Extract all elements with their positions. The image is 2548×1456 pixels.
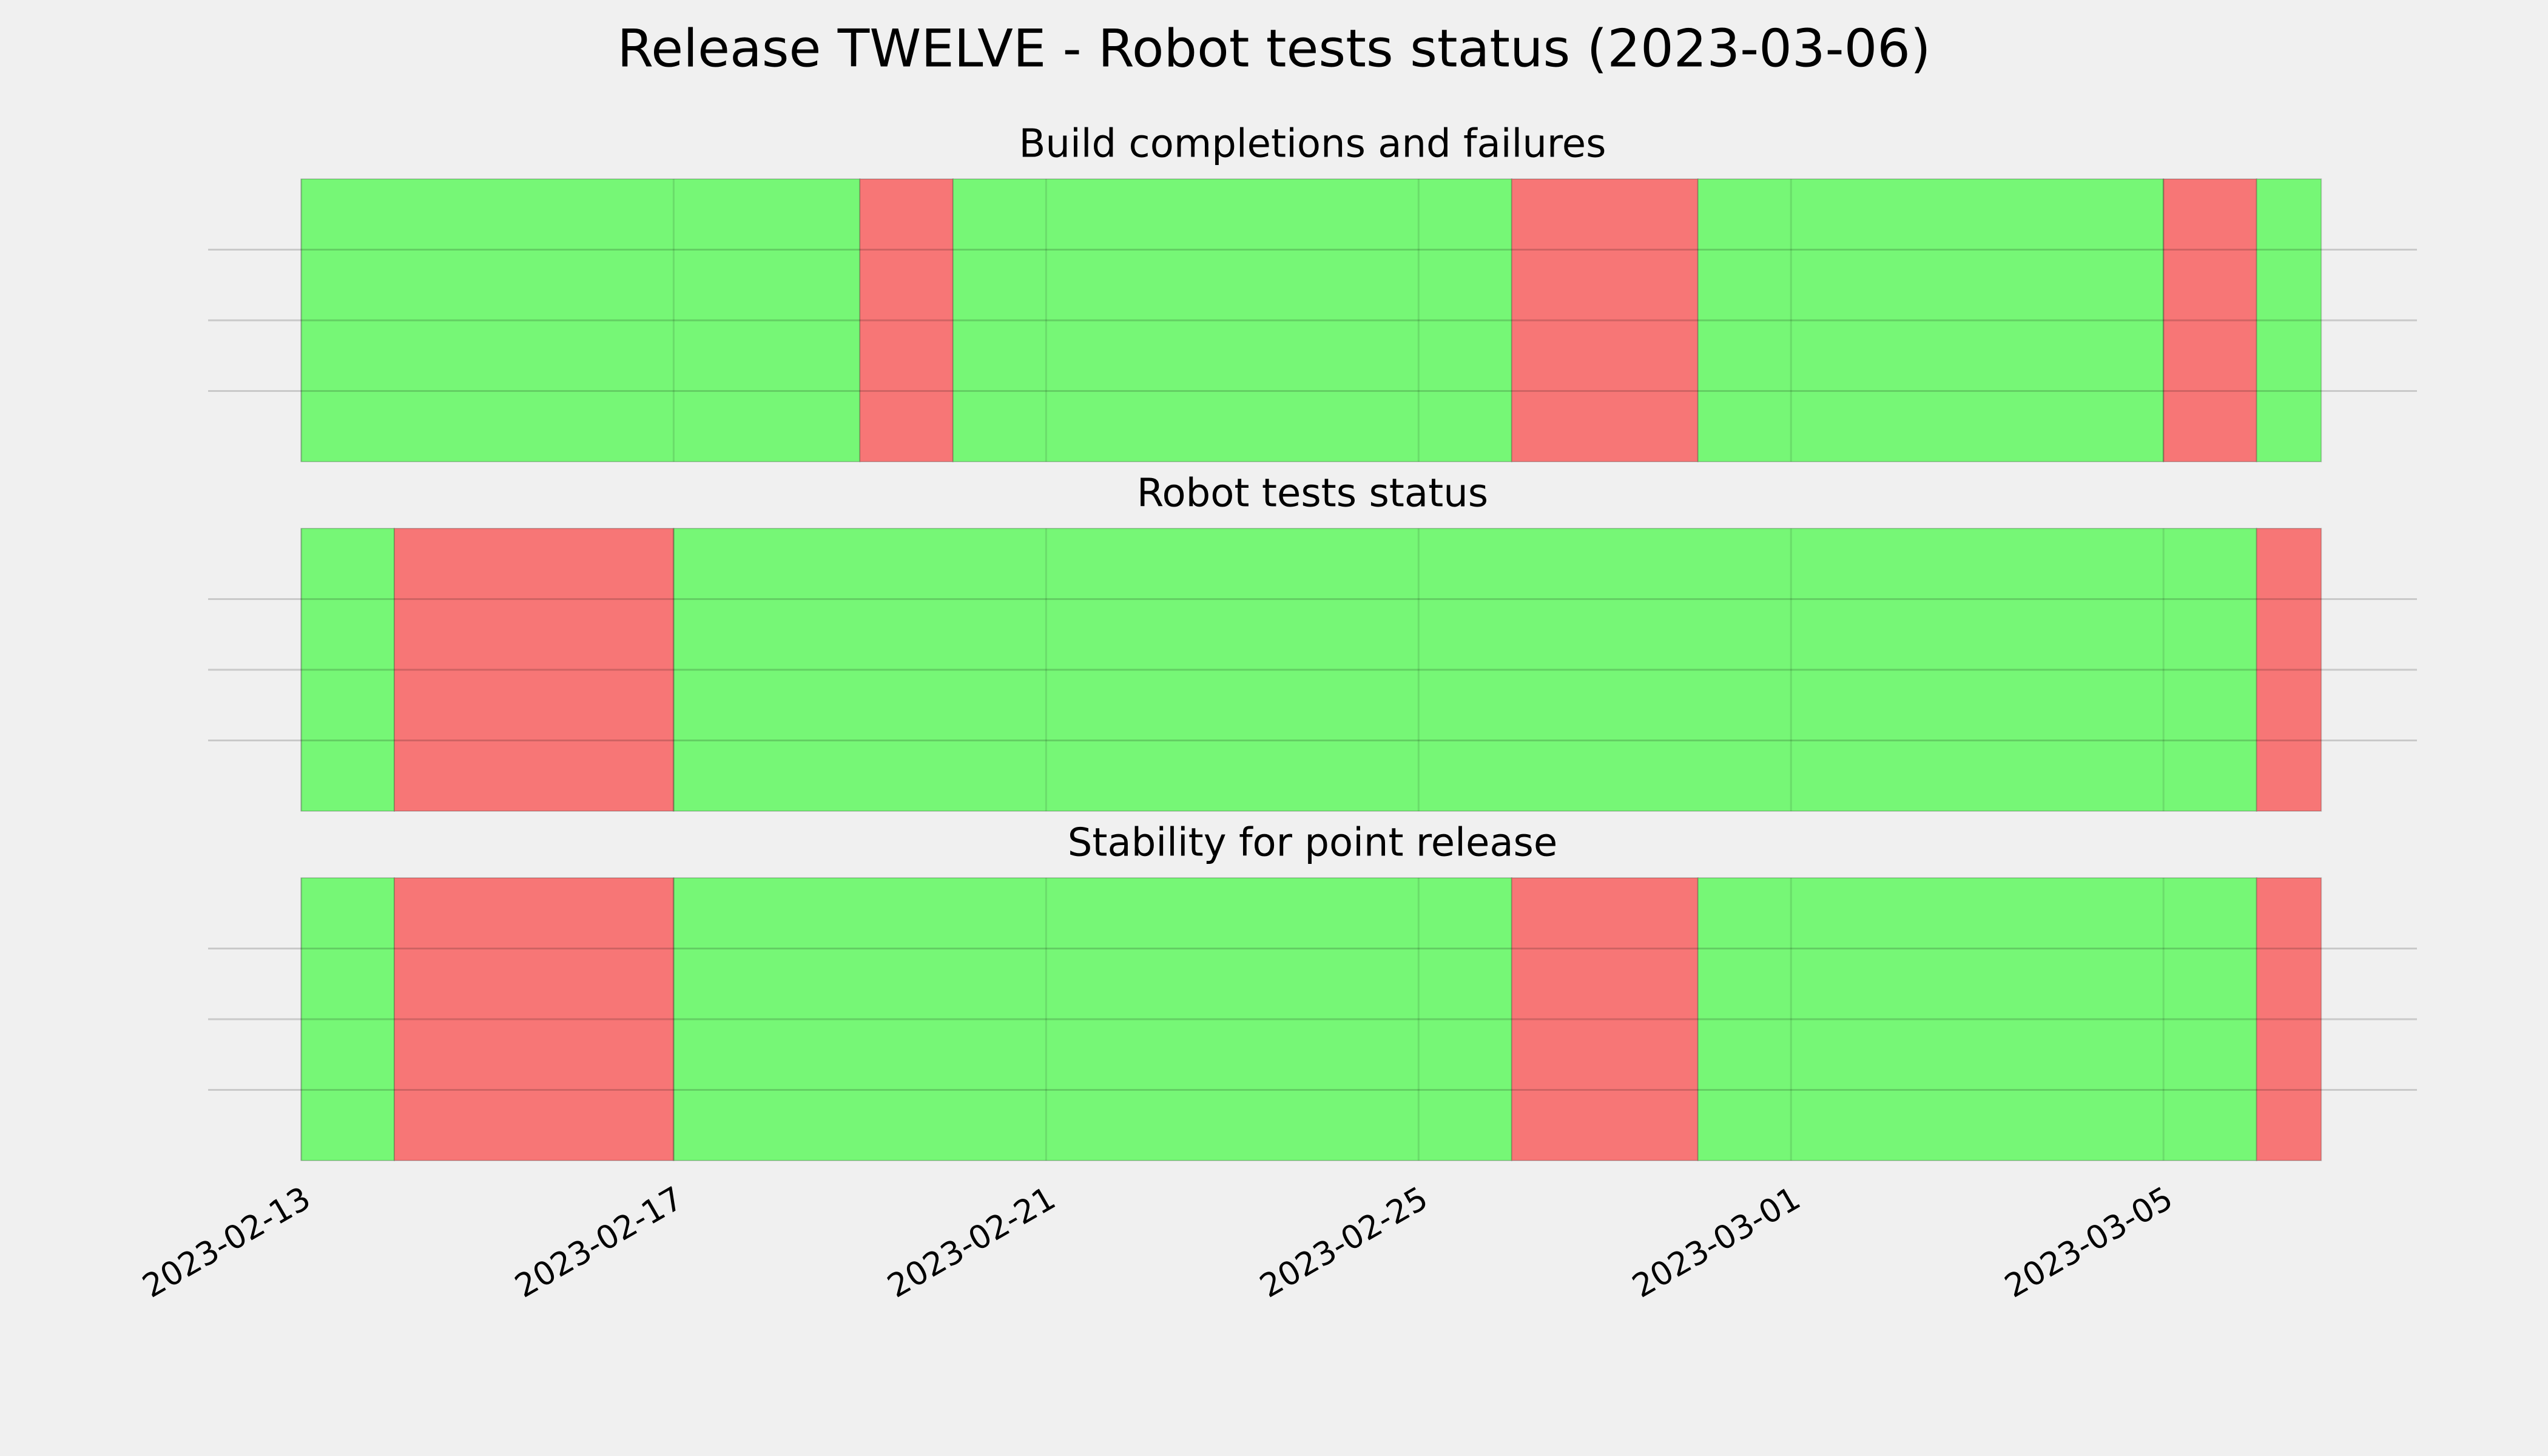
status-segment — [2256, 877, 2322, 1161]
panel-title: Build completions and failures — [1019, 122, 1606, 167]
status-segment — [1697, 877, 2257, 1161]
status-segment — [2256, 178, 2322, 462]
status-segment — [393, 528, 675, 812]
panel-title: Stability for point release — [1068, 821, 1558, 866]
status-segment — [393, 877, 675, 1161]
status-segment — [300, 178, 861, 462]
status-segment — [2163, 178, 2257, 462]
status-segment — [673, 877, 1512, 1161]
status-segment — [1697, 178, 2165, 462]
status-segment — [673, 528, 2257, 812]
status-segment — [300, 877, 395, 1161]
status-segment — [1511, 178, 1699, 462]
status-segment — [952, 178, 1512, 462]
status-segment — [2256, 528, 2322, 812]
chart-title: Release TWELVE - Robot tests status (202… — [617, 18, 1930, 79]
status-segment — [1511, 877, 1699, 1161]
status-segment — [300, 528, 395, 812]
panel-title: Robot tests status — [1137, 471, 1488, 516]
status-segment — [859, 178, 954, 462]
